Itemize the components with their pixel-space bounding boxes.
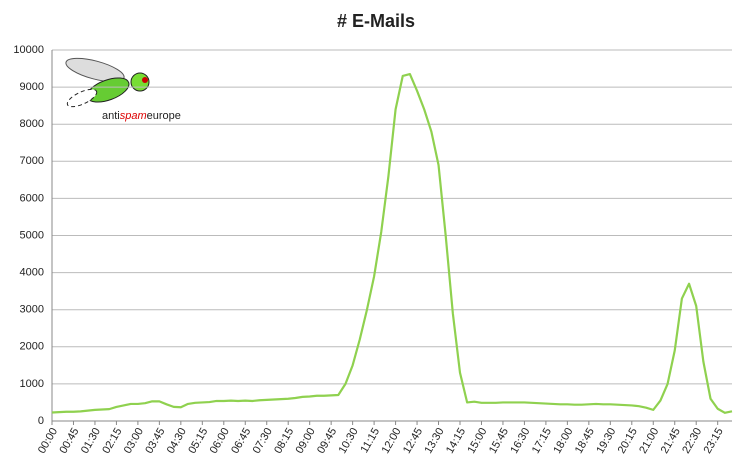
data-line (51, 73, 733, 414)
logo-text: antispameurope (102, 110, 181, 122)
y-tick-label: 1000 (20, 378, 44, 390)
y-tick-label: 8000 (20, 118, 44, 130)
y-tick-label: 7000 (20, 155, 44, 167)
y-tick-label: 5000 (20, 229, 44, 241)
y-tick-label: 2000 (20, 341, 44, 353)
y-tick-label: 0 (38, 415, 44, 427)
logo-spam: spam (120, 110, 147, 122)
y-tick-label: 9000 (20, 81, 44, 93)
logo-tail (66, 88, 98, 108)
chart-title: # E-Mails (337, 11, 415, 31)
logo-wing (65, 57, 125, 83)
logo-eye (142, 77, 148, 83)
logo-anti: anti (102, 110, 120, 122)
y-tick-label: 10000 (13, 44, 44, 56)
logo-europe: europe (147, 110, 181, 122)
y-tick-label: 4000 (20, 267, 44, 279)
y-tick-label: 3000 (20, 304, 44, 316)
y-tick-label: 6000 (20, 192, 44, 204)
logo: antispameurope (65, 57, 181, 122)
